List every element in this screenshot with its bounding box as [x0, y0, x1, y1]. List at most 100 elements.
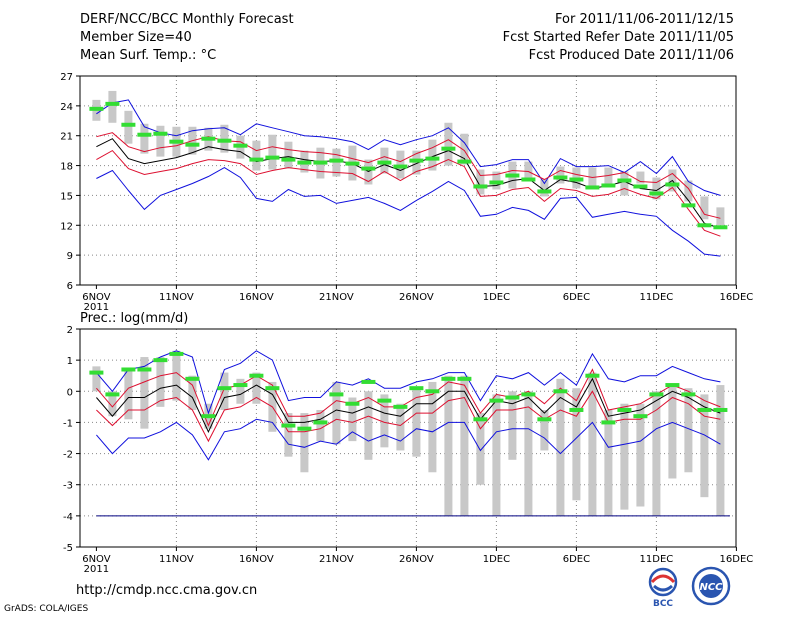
precip-ytick-label: -5 [63, 543, 73, 554]
precip-minus-std-line [96, 390, 721, 443]
temp-range-bar [156, 125, 165, 157]
precip-member-mean-marker [473, 417, 488, 422]
precip-xtick-label: 6NOV [82, 554, 111, 565]
temp-member-mean-marker [217, 138, 232, 143]
precip-xtick-label: 26NOV [399, 554, 434, 565]
precip-range-bar [412, 388, 421, 457]
precip-variable-label: Prec.: log(mm/d) [80, 311, 189, 326]
temp-min-line [96, 99, 721, 196]
temp-range-bar [636, 171, 645, 184]
precip-range-bar [620, 403, 629, 510]
temp-range-bar [108, 90, 117, 123]
precip-range-bar [572, 388, 581, 501]
temp-member-mean-marker [377, 160, 392, 165]
temp-range-bar [444, 122, 453, 166]
temp-xtick-label: 16NOV [239, 292, 274, 303]
precip-member-mean-marker [505, 395, 520, 400]
grads-credit: GrADS: COLA/IGES [4, 604, 89, 614]
temp-range-bar [428, 139, 437, 171]
precip-range-bar [188, 375, 197, 410]
temp-member-mean-marker [553, 175, 568, 180]
precip-range-bar [524, 391, 533, 516]
precip-member-mean-marker [649, 392, 664, 397]
precip-range-bar [460, 375, 469, 516]
precip-range-bar [364, 391, 373, 460]
precip-member-mean-marker [681, 392, 696, 397]
precip-member-mean-marker [585, 373, 600, 378]
temp-member-mean-marker [153, 131, 168, 136]
precip-xtick-label: 1DEC [483, 554, 510, 565]
precip-range-bar [668, 385, 677, 479]
temp-range-bar [684, 180, 693, 202]
precip-max-line [96, 350, 721, 415]
precip-range-bar [108, 391, 117, 417]
precip-member-mean-marker [121, 367, 136, 372]
precip-member-mean-marker [153, 358, 168, 363]
precip-ytick-label: -4 [63, 512, 73, 523]
precip-member-mean-marker [457, 376, 472, 381]
temp-range-bar [556, 166, 565, 184]
temp-plus-std-line [96, 132, 721, 219]
temp-member-mean-marker [697, 223, 712, 228]
precip-range-bar [140, 357, 149, 429]
temp-member-mean-marker [569, 177, 584, 182]
temp-member-mean-marker [489, 180, 504, 185]
precip-range-bar [700, 394, 709, 498]
precip-member-mean-marker [489, 398, 504, 403]
temp-member-mean-marker [409, 158, 424, 163]
precip-ytick-label: -3 [63, 481, 73, 492]
precip-range-bar [380, 394, 389, 448]
temp-member-mean-marker [633, 184, 648, 189]
temp-range-bar [476, 169, 485, 195]
precip-range-bar [684, 388, 693, 473]
precip-ytick-label: -2 [63, 450, 73, 461]
precip-member-mean-marker [409, 386, 424, 391]
precip-range-bar [492, 394, 501, 516]
temp-member-mean-marker [201, 136, 216, 141]
precip-member-mean-marker [553, 389, 568, 394]
precip-member-mean-marker [521, 392, 536, 397]
temp-member-mean-marker [265, 155, 280, 160]
temp-minus-std-line [96, 149, 721, 237]
temp-range-bar [252, 140, 261, 171]
temp-xtick-label: 1DEC [483, 292, 510, 303]
temp-member-mean-marker [313, 160, 328, 165]
precip-member-mean-marker [137, 367, 152, 372]
precip-range-bar [92, 366, 101, 392]
temp-xtick-label: 11DEC [640, 292, 674, 303]
precip-range-bar [556, 378, 565, 516]
temp-member-mean-marker [617, 178, 632, 183]
precip-xtick-label: 16NOV [239, 554, 274, 565]
precip-member-mean-marker [665, 383, 680, 388]
temp-member-mean-marker [121, 122, 136, 127]
precip-member-mean-marker [313, 420, 328, 425]
forecast-period-label: For 2011/11/06-2011/12/15 [555, 12, 734, 27]
precip-member-mean-marker [265, 386, 280, 391]
temp-member-mean-marker [521, 177, 536, 182]
precip-range-bar [284, 413, 293, 457]
temp-max-line [96, 167, 721, 257]
precip-range-bar [236, 378, 245, 404]
precip-member-mean-marker [633, 414, 648, 419]
temp-range-bar [716, 207, 725, 226]
temp-range-bar [652, 177, 661, 200]
precip-member-mean-marker [329, 392, 344, 397]
precip-range-bar [476, 413, 485, 485]
temp-ytick-label: 21 [60, 132, 73, 143]
precip-range-bar [428, 381, 437, 473]
temp-member-mean-marker [473, 184, 488, 189]
temp-range-bar [620, 171, 629, 196]
precip-ensemble-mean-line [96, 377, 721, 433]
temp-xtick-label: 26NOV [399, 292, 434, 303]
temp-member-mean-marker [585, 185, 600, 190]
precip-xtick-label: 11DEC [640, 554, 674, 565]
precip-member-mean-marker [281, 423, 296, 428]
precip-range-bar [652, 391, 661, 516]
temp-xtick-label: 21NOV [319, 292, 354, 303]
precip-plus-std-line [96, 368, 721, 427]
temp-ytick-label: 9 [67, 251, 73, 262]
temp-member-mean-marker [601, 183, 616, 188]
temp-member-mean-marker [425, 156, 440, 161]
precip-ytick-label: 2 [67, 325, 73, 336]
precip-range-bar [604, 409, 613, 516]
